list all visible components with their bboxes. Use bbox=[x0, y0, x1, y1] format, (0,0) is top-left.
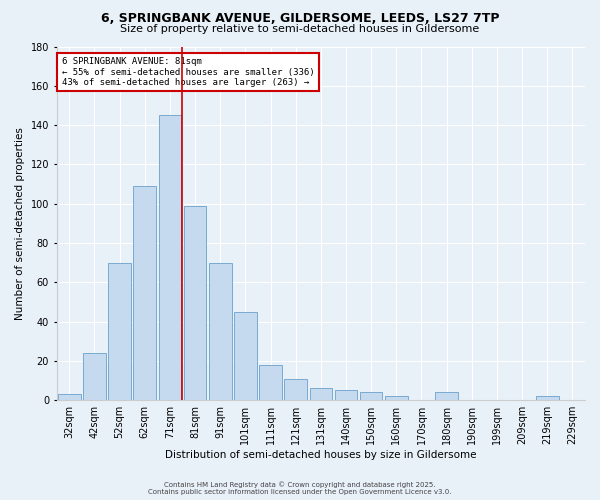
Y-axis label: Number of semi-detached properties: Number of semi-detached properties bbox=[15, 127, 25, 320]
Bar bbox=[234, 312, 257, 400]
Text: 6, SPRINGBANK AVENUE, GILDERSOME, LEEDS, LS27 7TP: 6, SPRINGBANK AVENUE, GILDERSOME, LEEDS,… bbox=[101, 12, 499, 26]
Bar bbox=[360, 392, 382, 400]
Bar bbox=[335, 390, 358, 400]
Text: 6 SPRINGBANK AVENUE: 81sqm
← 55% of semi-detached houses are smaller (336)
43% o: 6 SPRINGBANK AVENUE: 81sqm ← 55% of semi… bbox=[62, 57, 314, 87]
Bar bbox=[133, 186, 156, 400]
Text: Contains public sector information licensed under the Open Government Licence v3: Contains public sector information licen… bbox=[148, 489, 452, 495]
Text: Contains HM Land Registry data © Crown copyright and database right 2025.: Contains HM Land Registry data © Crown c… bbox=[164, 481, 436, 488]
Bar bbox=[310, 388, 332, 400]
Bar bbox=[385, 396, 407, 400]
Bar bbox=[83, 353, 106, 400]
X-axis label: Distribution of semi-detached houses by size in Gildersome: Distribution of semi-detached houses by … bbox=[165, 450, 476, 460]
Bar bbox=[108, 262, 131, 400]
Bar bbox=[284, 378, 307, 400]
Bar bbox=[536, 396, 559, 400]
Bar bbox=[436, 392, 458, 400]
Text: Size of property relative to semi-detached houses in Gildersome: Size of property relative to semi-detach… bbox=[121, 24, 479, 34]
Bar bbox=[58, 394, 80, 400]
Bar bbox=[184, 206, 206, 400]
Bar bbox=[158, 116, 181, 400]
Bar bbox=[209, 262, 232, 400]
Bar bbox=[259, 365, 282, 400]
